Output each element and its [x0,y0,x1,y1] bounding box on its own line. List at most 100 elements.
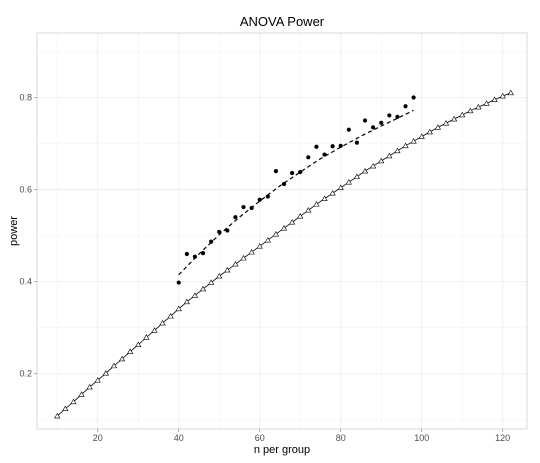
triangle-point [54,412,61,419]
triangle-point [418,133,425,139]
chart-title: ANOVA Power [240,14,325,29]
triangle-point [345,178,352,185]
x-axis-ticks: 20 40 60 80 100 120 [93,429,510,443]
triangle-point [297,213,304,219]
circle-point [273,169,279,174]
triangle-point [208,279,215,285]
circle-point [200,251,206,256]
triangle-point [167,312,174,319]
circle-point [257,197,262,202]
triangle-point [442,120,450,126]
triangle-point [127,348,134,354]
circle-point [290,170,295,176]
circle-point [403,104,408,109]
triangle-point [394,147,401,154]
circle-point [314,144,319,149]
y-tick-label: 0.8 [19,92,32,102]
triangle-point [232,260,239,267]
triangle-point [402,142,409,149]
triangle-point [378,157,385,164]
triangle-point [224,266,231,273]
dashed-fit-line [178,109,414,276]
circle-point [371,125,376,130]
circle-point [362,118,368,123]
triangle-point [337,184,344,190]
y-axis-title: power [8,216,20,246]
circle-point [379,120,384,125]
triangle-point [450,115,458,122]
x-tick-label: 100 [414,433,429,443]
triangle-point [434,124,442,130]
circle-point [306,155,311,160]
triangle-point [483,100,490,106]
series-1 [54,89,514,419]
x-tick-label: 120 [495,433,510,443]
triangle-point [491,96,498,103]
triangle-point [426,128,433,135]
circle-point [411,95,416,100]
circle-point [395,114,400,119]
triangle-point [240,254,247,261]
triangle-point [321,195,328,202]
circle-point [338,143,343,148]
triangle-point [410,138,417,144]
triangle-point [151,327,158,333]
circle-point [265,194,270,199]
series-layer [54,89,514,419]
circle-point [233,215,238,220]
triangle-point [361,167,369,174]
triangle-point [159,319,166,326]
triangle-point [118,355,126,362]
triangle-point [175,305,182,312]
triangle-point [135,341,142,347]
y-tick-label: 0.4 [19,277,32,287]
circle-point [176,280,181,285]
circle-point [354,140,360,145]
triangle-point [305,207,312,213]
plot-panel-border [36,32,528,430]
triangle-point [216,272,223,279]
circle-point [330,144,335,149]
triangle-point [467,107,474,114]
triangle-point [191,292,199,298]
triangle-point [183,298,190,305]
triangle-point [143,334,150,340]
triangle-point [353,173,361,179]
triangle-point [329,190,336,196]
triangle-point [94,376,101,383]
triangle-point [507,89,514,96]
triangle-point [86,383,93,390]
triangle-point [102,370,109,376]
triangle-point [70,398,77,405]
triangle-point [199,285,207,292]
triangle-point [369,162,377,169]
triangle-point [62,405,69,411]
triangle-point [289,219,296,225]
circle-point [217,229,222,235]
y-tick-label: 0.2 [19,369,32,379]
triangle-point [499,92,506,99]
x-tick-label: 80 [336,433,346,443]
circle-point [184,251,189,257]
circle-point [387,113,392,118]
gridlines [37,33,527,429]
y-tick-label: 0.6 [19,185,32,195]
x-tick-label: 40 [174,433,184,443]
circle-point [225,228,230,233]
triangle-point [256,242,263,249]
triangle-point [272,231,280,237]
triangle-point [459,111,466,118]
x-tick-label: 20 [93,433,103,443]
triangle-point [264,237,271,243]
x-axis-title: n per group [254,444,310,456]
series-3 [178,109,414,276]
triangle-point [78,391,85,397]
x-tick-label: 60 [255,433,265,443]
circle-point [346,127,351,132]
triangle-point [280,225,288,231]
y-axis-ticks: 0.2 0.4 0.6 0.8 [19,92,37,379]
triangle-point [248,248,255,255]
circle-point [241,204,246,210]
triangle-point [475,103,482,110]
